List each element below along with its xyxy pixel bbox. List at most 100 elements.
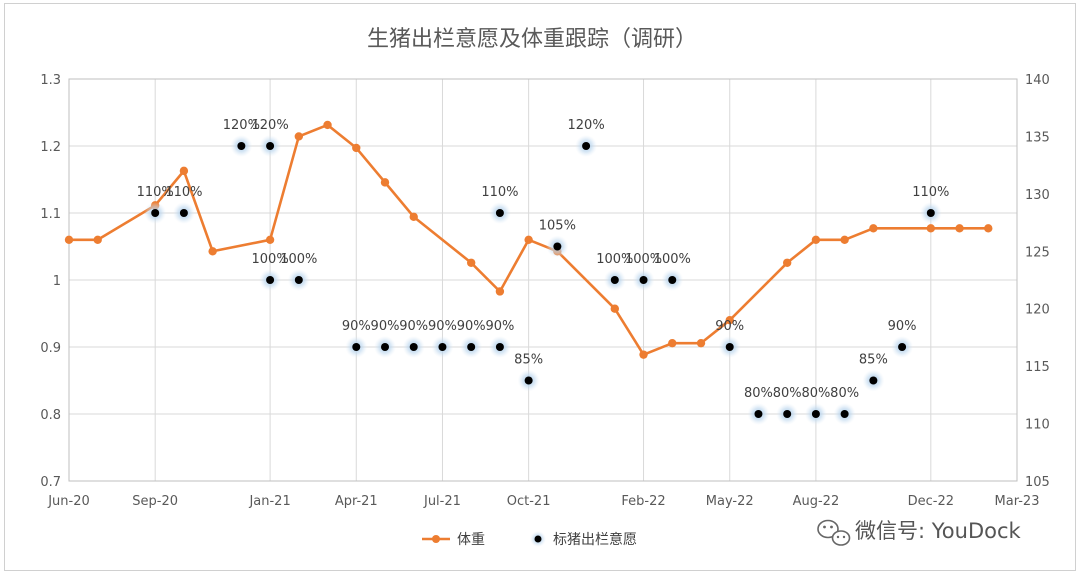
willingness-point bbox=[467, 343, 476, 351]
weight-point bbox=[668, 338, 677, 348]
x-tick-label: Sep-20 bbox=[132, 494, 178, 509]
left-axis-ticks: 0.7 0.8 0.9 1 1.1 1.2 1.3 bbox=[40, 73, 61, 490]
plot-area-border bbox=[68, 78, 1018, 482]
right-tick-label: 125 bbox=[1025, 245, 1050, 260]
willingness-data-label: 80% bbox=[801, 386, 830, 401]
willingness-point bbox=[438, 343, 447, 351]
weight-point bbox=[524, 235, 533, 244]
willingness-point bbox=[926, 209, 935, 217]
axes bbox=[68, 78, 1018, 482]
willingness-data-label: 90% bbox=[457, 319, 486, 334]
willingness-point bbox=[352, 343, 361, 351]
willingness-data-label: 100% bbox=[596, 252, 633, 267]
x-tick-label: Jul-21 bbox=[423, 494, 461, 509]
willingness-data-label: 90% bbox=[371, 319, 400, 334]
x-tick-label: Jan-21 bbox=[248, 494, 290, 509]
left-tick-label: 0.8 bbox=[40, 408, 61, 423]
watermark: 微信号: YouDock bbox=[817, 519, 1022, 546]
willingness-point bbox=[869, 376, 878, 385]
willingness-point bbox=[237, 142, 246, 150]
willingness-data-label: 100% bbox=[654, 252, 691, 267]
weight-point bbox=[380, 178, 390, 187]
weight-point bbox=[840, 235, 849, 244]
weight-point bbox=[265, 235, 275, 244]
willingness-data-label: 90% bbox=[888, 319, 917, 334]
willingness-data-label: 90% bbox=[428, 319, 457, 334]
willingness-data-label: 85% bbox=[514, 353, 543, 368]
legend: 体重 标猪出栏意愿 bbox=[422, 531, 637, 548]
willingness-data-label: 80% bbox=[744, 386, 773, 401]
willingness-point bbox=[266, 142, 275, 150]
x-tick-label: Dec-22 bbox=[908, 494, 954, 509]
willingness-data-label: 110% bbox=[912, 185, 949, 200]
willingness-data-label: 120% bbox=[223, 118, 260, 133]
willingness-data-label: 100% bbox=[280, 252, 317, 267]
willingness-point bbox=[553, 242, 562, 251]
willingness-data-label: 100% bbox=[625, 252, 662, 267]
left-tick-label: 1.1 bbox=[40, 207, 61, 222]
willingness-data-label: 110% bbox=[137, 185, 174, 200]
willingness-point bbox=[524, 376, 533, 385]
left-tick-label: 1.3 bbox=[40, 73, 61, 88]
willingness-point bbox=[668, 276, 677, 284]
right-tick-label: 115 bbox=[1025, 360, 1050, 375]
weight-point bbox=[984, 224, 993, 233]
willingness-data-label: 110% bbox=[165, 185, 202, 200]
willingness-data-label: 120% bbox=[252, 118, 289, 133]
willingness-data-label: 90% bbox=[715, 319, 744, 334]
left-tick-label: 1.2 bbox=[40, 140, 61, 155]
willingness-point bbox=[409, 343, 418, 351]
chart-title: 生猪出栏意愿及体重跟踪（调研） bbox=[367, 27, 697, 52]
x-tick-label: May-22 bbox=[706, 494, 754, 509]
willingness-data-label: 120% bbox=[568, 118, 605, 133]
weight-point bbox=[696, 338, 706, 348]
weight-point bbox=[725, 316, 734, 325]
willingness-point bbox=[811, 410, 820, 418]
willingness-point bbox=[754, 410, 763, 418]
x-tick-label: Mar-23 bbox=[995, 494, 1040, 509]
willingness-point bbox=[840, 410, 849, 418]
left-tick-label: 1 bbox=[53, 274, 61, 289]
willingness-data-label: 80% bbox=[773, 386, 802, 401]
weight-point bbox=[610, 304, 620, 313]
x-tick-label: Aug-22 bbox=[793, 494, 840, 509]
willingness-data-label: 80% bbox=[830, 386, 859, 401]
weight-point bbox=[93, 235, 102, 244]
weight-point bbox=[179, 166, 189, 176]
right-tick-label: 105 bbox=[1025, 475, 1050, 490]
weight-point bbox=[64, 235, 74, 244]
right-axis-ticks: 105 110 115 120 125 130 135 140 bbox=[1025, 73, 1050, 490]
willingness-data-label: 90% bbox=[399, 319, 428, 334]
willingness-data-label: 90% bbox=[342, 319, 371, 334]
willingness-point bbox=[495, 209, 504, 217]
chart-frame: 生猪出栏意愿及体重跟踪（调研） 0.7 0.8 0.9 1 1.1 1.2 1.3 105 1… bbox=[4, 3, 1076, 571]
legend-weight-marker bbox=[432, 535, 440, 543]
willingness-point bbox=[266, 276, 275, 284]
willingness-point bbox=[151, 209, 160, 217]
willingness-point bbox=[179, 209, 188, 217]
willingness-point bbox=[639, 276, 648, 284]
legend-weight-label: 体重 bbox=[457, 532, 485, 548]
willingness-point bbox=[381, 343, 389, 351]
watermark-text: 微信号: YouDock bbox=[855, 519, 1022, 543]
wechat-logo-icon bbox=[817, 519, 851, 546]
weight-point bbox=[869, 224, 878, 233]
x-tick-label: Feb-22 bbox=[621, 494, 665, 509]
legend-willingness-marker bbox=[534, 535, 542, 543]
willingness-data-label: 90% bbox=[485, 319, 514, 334]
chart-svg: 生猪出栏意愿及体重跟踪（调研） 0.70.80.911.11.21.3 1051… bbox=[40, 27, 1050, 548]
gridlines bbox=[69, 78, 1017, 482]
x-tick-label: Jun-20 bbox=[47, 494, 90, 509]
willingness-data-label: 100% bbox=[252, 252, 289, 267]
right-tick-label: 110 bbox=[1025, 418, 1050, 433]
x-axis-ticks: Jun-20 Sep-20 Jan-21 Apr-21 Jul-21 Oct-21 Feb-… bbox=[47, 494, 1039, 509]
x-tick-label: Oct-21 bbox=[507, 494, 551, 509]
weight-point bbox=[409, 212, 418, 222]
weight-point bbox=[811, 235, 821, 244]
weight-point bbox=[208, 247, 217, 256]
willingness-point bbox=[898, 343, 907, 351]
willingness-data-label: 110% bbox=[481, 185, 518, 200]
willingness-point bbox=[783, 410, 792, 418]
weight-point bbox=[352, 143, 361, 153]
willingness-data-label: 85% bbox=[859, 353, 888, 368]
